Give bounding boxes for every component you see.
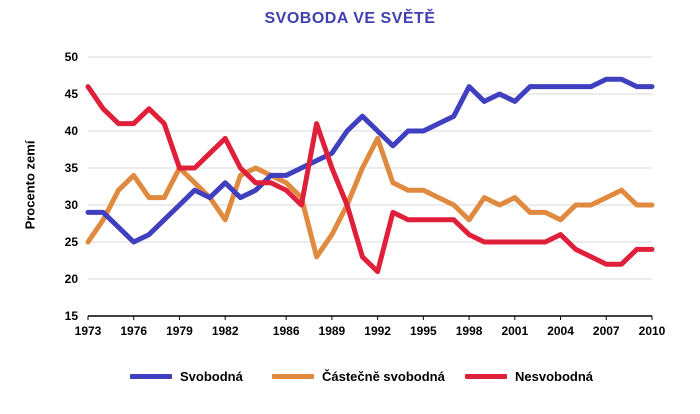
x-tick-label: 1992	[364, 324, 391, 338]
x-tick-label: 1979	[166, 324, 193, 338]
legend-item-svobodna: Svobodná	[130, 366, 243, 386]
y-tick-labels: 15 20 25 30 35 40 45 50	[65, 50, 79, 323]
legend-swatch-castecne-svobodna	[272, 373, 314, 379]
legend-label-castecne-svobodna: Částečně svobodná	[322, 368, 445, 384]
y-tick-label: 20	[65, 272, 79, 286]
series-line-svobodna	[85, 76, 655, 245]
x-tick-label: 1986	[273, 324, 300, 338]
gridlines	[88, 56, 652, 317]
y-tick-label: 15	[65, 309, 79, 323]
chart-title: SVOBODA VE SVĚTĚ	[264, 10, 436, 27]
y-tick-label: 40	[65, 124, 79, 138]
x-tick-label: 1989	[319, 324, 346, 338]
y-tick-label: 25	[65, 235, 79, 249]
y-tick-label: 30	[65, 198, 79, 212]
x-tick-label: 2001	[501, 324, 528, 338]
legend-swatch-nesvobodna	[465, 373, 507, 379]
x-tick-label: 1976	[120, 324, 147, 338]
legend-label-nesvobodna: Nesvobodná	[515, 368, 594, 384]
legend: Svobodná Částečně svobodná Nesvobodná	[0, 366, 700, 386]
x-tick-labels: 1973 1976 1979 1982 1986 1989 1992 1995 1998 2001…	[75, 316, 666, 338]
legend-swatch-svobodna	[130, 373, 172, 379]
x-tick-label: 1995	[410, 324, 437, 338]
legend-item-castecne-svobodna: Částečně svobodná	[272, 366, 445, 386]
x-tick-label: 1973	[75, 324, 102, 338]
legend-item-nesvobodna: Nesvobodná	[465, 366, 593, 386]
y-tick-label: 50	[65, 50, 79, 64]
x-tick-label: 1982	[212, 324, 239, 338]
series-line-nesvobodna	[85, 84, 655, 275]
series-lines	[85, 76, 655, 275]
y-tick-label: 35	[65, 161, 79, 175]
x-tick-label: 2004	[547, 324, 574, 338]
x-tick-label: 2010	[639, 324, 666, 338]
x-tick-label: 2007	[593, 324, 620, 338]
y-tick-label: 45	[65, 87, 79, 101]
legend-label-svobodna: Svobodná	[180, 368, 243, 384]
x-tick-label: 1998	[456, 324, 483, 338]
line-chart: 15 20 25 30 35 40 45 50 1973 1976 1979 1982 1986 198…	[65, 50, 666, 338]
